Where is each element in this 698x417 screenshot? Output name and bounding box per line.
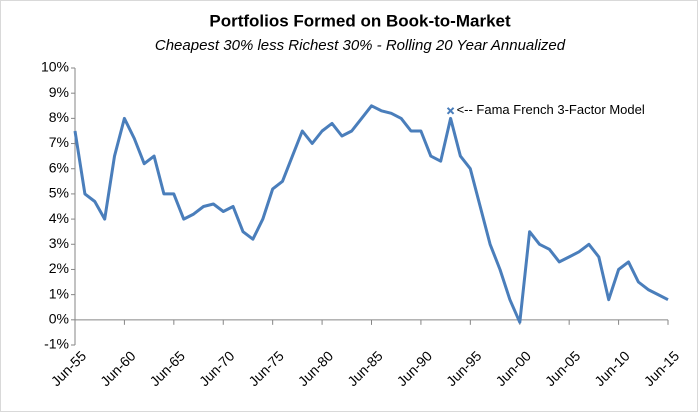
y-tick-label: 0% (49, 311, 69, 327)
y-tick-label: 4% (49, 210, 69, 226)
chart-title: Portfolios Formed on Book-to-Market (209, 11, 511, 30)
y-tick-label: 6% (49, 159, 69, 175)
y-tick-label: 3% (49, 235, 69, 251)
y-tick-label: 5% (49, 185, 69, 201)
y-tick-label: -1% (44, 336, 69, 352)
line-series (73, 104, 669, 324)
annotation-marker (446, 107, 455, 115)
annotation-text: <-- Fama French 3-Factor Model (457, 102, 645, 117)
y-tick-label: 9% (49, 84, 69, 100)
chart-subtitle: Cheapest 30% less Richest 30% - Rolling … (155, 37, 566, 54)
y-tick-label: 7% (49, 134, 69, 150)
y-tick-label: 2% (49, 260, 69, 276)
y-tick-label: 8% (49, 109, 69, 125)
y-tick-label: 1% (49, 285, 69, 301)
y-tick-label: 10% (41, 59, 69, 75)
